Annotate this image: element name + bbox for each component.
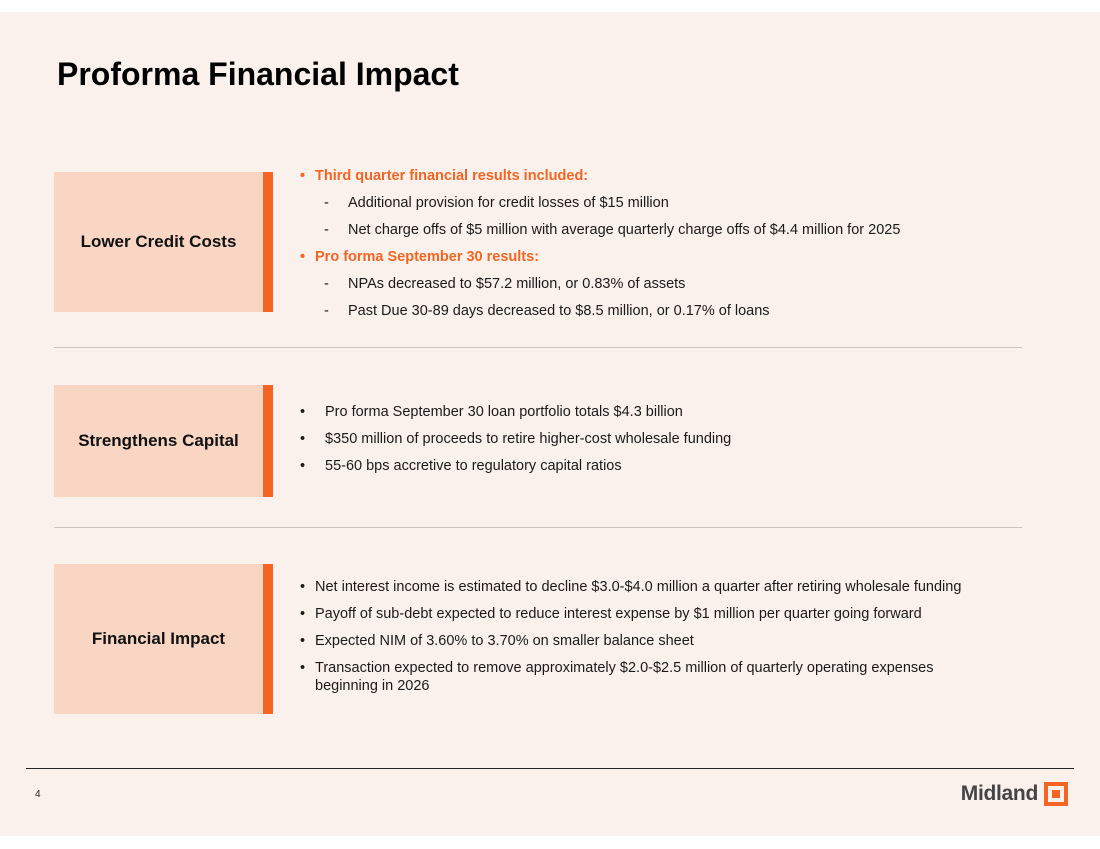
section-accent-bar [263, 564, 273, 714]
section-content-lower-credit-costs: Third quarter financial results included… [300, 167, 1020, 329]
list-item: Transaction expected to remove approxima… [300, 659, 975, 695]
section-label-lower-credit-costs: Lower Credit Costs [54, 172, 263, 312]
list-item: NPAs decreased to $57.2 million, or 0.83… [300, 275, 1020, 302]
list-item: $350 million of proceeds to retire highe… [300, 430, 1020, 457]
list-item: Expected NIM of 3.60% to 3.70% on smalle… [300, 632, 1020, 659]
list-item: 55-60 bps accretive to regulatory capita… [300, 457, 1020, 484]
section-content-strengthens-capital: Pro forma September 30 loan portfolio to… [300, 403, 1020, 484]
section-label-strengthens-capital: Strengthens Capital [54, 385, 263, 497]
list-item: Net interest income is estimated to decl… [300, 578, 1020, 605]
list-item: Payoff of sub-debt expected to reduce in… [300, 605, 1020, 632]
section-accent-bar [263, 172, 273, 312]
group-heading: Pro forma September 30 results: [300, 248, 1020, 275]
slide: Proforma Financial Impact Lower Credit C… [0, 12, 1100, 836]
section-content-financial-impact: Net interest income is estimated to decl… [300, 578, 1020, 695]
midland-logo: Midland [961, 782, 1068, 806]
section-accent-bar [263, 385, 273, 497]
footer-divider [26, 768, 1074, 769]
section-label-financial-impact: Financial Impact [54, 564, 263, 714]
midland-logo-icon [1044, 782, 1068, 806]
page-number: 4 [35, 789, 41, 800]
page-title: Proforma Financial Impact [57, 56, 459, 92]
list-item: Pro forma September 30 loan portfolio to… [300, 403, 1020, 430]
section-divider [54, 527, 1022, 528]
list-item: Net charge offs of $5 million with avera… [300, 221, 1020, 248]
list-item: Past Due 30-89 days decreased to $8.5 mi… [300, 302, 1020, 329]
list-item: Additional provision for credit losses o… [300, 194, 1020, 221]
logo-text: Midland [960, 782, 1039, 805]
section-divider [54, 347, 1022, 348]
group-heading: Third quarter financial results included… [300, 167, 1020, 194]
